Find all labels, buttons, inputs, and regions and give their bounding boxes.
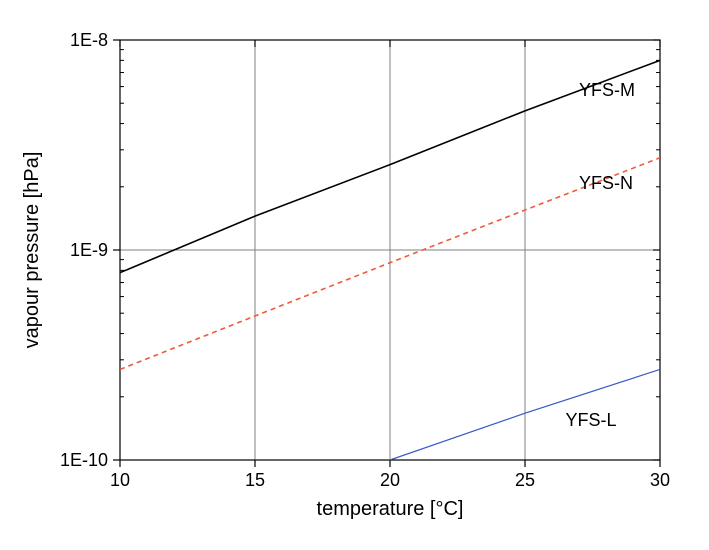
x-tick-label: 20: [380, 470, 400, 490]
y-axis-label: vapour pressure [hPa]: [21, 152, 43, 349]
series-label-yfs-n: YFS-N: [579, 173, 633, 193]
x-tick-label: 25: [515, 470, 535, 490]
series-label-yfs-l: YFS-L: [566, 410, 617, 430]
x-tick-label: 15: [245, 470, 265, 490]
series-label-yfs-m: YFS-M: [579, 80, 635, 100]
y-tick-label: 1E-8: [70, 30, 108, 50]
vapour-pressure-chart: 10 15 20 25 30 1E-10 1E-9 1E-8 YFS-M YFS-N YFS-L te…: [0, 0, 709, 550]
x-tick-label: 10: [110, 470, 130, 490]
chart-container: 10 15 20 25 30 1E-10 1E-9 1E-8 YFS-M YFS-N YFS-L te…: [0, 0, 709, 550]
x-axis-label: temperature [°C]: [317, 498, 464, 520]
x-tick-label: 30: [650, 470, 670, 490]
y-tick-label: 1E-9: [70, 240, 108, 260]
y-tick-label: 1E-10: [60, 450, 108, 470]
